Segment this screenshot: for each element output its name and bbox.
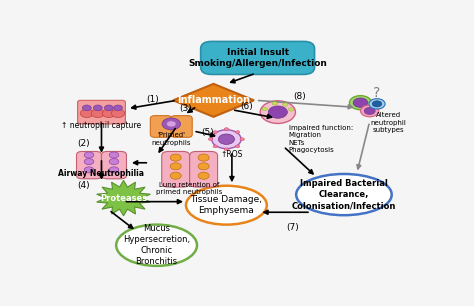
Circle shape [262, 107, 267, 111]
FancyBboxPatch shape [162, 151, 190, 187]
Text: Proteases: Proteases [100, 194, 147, 203]
Text: Mucus
Hypersecretion,
Chronic
Bronchitis: Mucus Hypersecretion, Chronic Bronchitis [123, 224, 190, 267]
Text: (6): (6) [240, 102, 253, 111]
Text: 'Primed'
neutrophils: 'Primed' neutrophils [152, 132, 191, 146]
Circle shape [93, 105, 102, 111]
Circle shape [102, 109, 116, 118]
Circle shape [109, 167, 119, 173]
Circle shape [80, 109, 93, 118]
Ellipse shape [116, 225, 197, 266]
Circle shape [289, 108, 294, 111]
Circle shape [198, 154, 209, 161]
Text: ?: ? [374, 86, 381, 100]
Circle shape [364, 107, 375, 114]
Circle shape [162, 118, 181, 130]
Ellipse shape [186, 186, 267, 225]
Circle shape [236, 131, 240, 133]
FancyBboxPatch shape [101, 151, 127, 179]
Text: Lung retention of
primed neutrophils: Lung retention of primed neutrophils [156, 182, 223, 196]
FancyBboxPatch shape [201, 41, 315, 74]
Text: (2): (2) [77, 140, 90, 148]
Circle shape [353, 98, 368, 107]
Circle shape [114, 105, 122, 111]
Ellipse shape [296, 174, 392, 215]
Text: Impaired Bacterial
Clearance,
Colonisation/Infection: Impaired Bacterial Clearance, Colonisati… [292, 179, 396, 210]
Circle shape [109, 152, 119, 158]
Text: Initial Insult
Smoking/Allergen/Infection: Initial Insult Smoking/Allergen/Infectio… [188, 47, 327, 68]
Circle shape [209, 138, 213, 141]
Circle shape [349, 95, 372, 110]
Circle shape [82, 105, 91, 111]
Text: Tissue Damage,
Emphysema: Tissue Damage, Emphysema [191, 195, 263, 215]
Circle shape [260, 101, 295, 123]
FancyBboxPatch shape [171, 116, 192, 137]
Circle shape [166, 121, 176, 127]
Circle shape [198, 163, 209, 170]
Circle shape [213, 131, 218, 133]
Circle shape [91, 109, 104, 118]
Text: ↑ROS: ↑ROS [221, 150, 243, 159]
Text: Airway Neutrophilia: Airway Neutrophilia [58, 169, 145, 178]
Text: Inflammation: Inflammation [177, 95, 250, 105]
Circle shape [109, 159, 119, 165]
Circle shape [212, 130, 241, 149]
Circle shape [213, 145, 218, 148]
FancyBboxPatch shape [78, 100, 125, 124]
Text: (4): (4) [77, 181, 90, 190]
Text: (3): (3) [180, 104, 192, 113]
Circle shape [283, 103, 288, 106]
Text: Altered
neutrophil
subtypes: Altered neutrophil subtypes [370, 112, 406, 133]
Text: (8): (8) [293, 92, 306, 101]
Polygon shape [97, 181, 150, 216]
Circle shape [236, 145, 240, 148]
Polygon shape [173, 84, 254, 117]
FancyBboxPatch shape [190, 151, 218, 187]
Text: ↑ neutrophil capture: ↑ neutrophil capture [62, 121, 142, 129]
Circle shape [170, 172, 181, 179]
Circle shape [372, 101, 382, 107]
Text: (7): (7) [286, 223, 299, 232]
Circle shape [224, 148, 228, 151]
Circle shape [360, 105, 379, 117]
Circle shape [104, 105, 113, 111]
Circle shape [170, 163, 181, 170]
Text: (1): (1) [146, 95, 159, 104]
Circle shape [369, 99, 385, 109]
Circle shape [84, 152, 94, 158]
FancyBboxPatch shape [150, 116, 172, 137]
Circle shape [198, 172, 209, 179]
Circle shape [219, 134, 235, 144]
FancyBboxPatch shape [76, 151, 101, 179]
Text: Impaired function:
Migration
NETs
Phagocytosis: Impaired function: Migration NETs Phagoc… [289, 125, 353, 154]
Text: (5): (5) [201, 128, 214, 137]
Circle shape [84, 167, 94, 173]
Circle shape [272, 102, 277, 105]
Circle shape [111, 109, 125, 118]
Circle shape [268, 106, 287, 118]
Circle shape [224, 128, 228, 130]
Circle shape [84, 159, 94, 165]
Circle shape [240, 138, 245, 141]
Circle shape [170, 154, 181, 161]
